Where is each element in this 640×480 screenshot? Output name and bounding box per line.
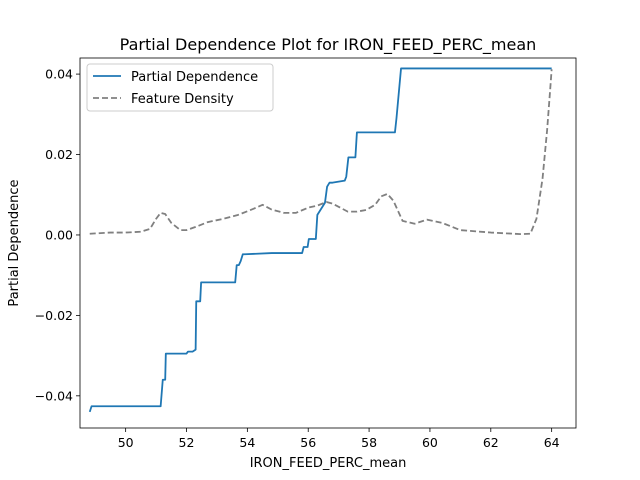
y-tick-label: 0.00 (45, 227, 73, 242)
axis-ticks: 50 52 54 56 58 60 62 64 −0.04 −0.02 0.00 0.02 0.04 (35, 67, 560, 450)
x-tick-label: 58 (361, 435, 377, 450)
x-tick-label: 64 (544, 435, 560, 450)
x-tick-label: 52 (179, 435, 195, 450)
plot-area (88, 67, 553, 413)
legend-label-feature-density: Feature Density (131, 92, 234, 107)
x-tick-label: 62 (483, 435, 499, 450)
series-line-partial-dependence (88, 67, 552, 413)
axes-frame (79, 57, 577, 429)
legend-label-partial-dependence: Partial Dependence (131, 70, 258, 85)
x-tick-label: 50 (118, 435, 134, 450)
y-axis-label: Partial Dependence (7, 179, 22, 306)
series-line-feature-density (89, 69, 553, 236)
legend-box (86, 63, 274, 112)
y-tick-label: −0.02 (35, 308, 73, 323)
y-tick-label: −0.04 (35, 388, 73, 403)
y-tick-label: 0.02 (45, 147, 73, 162)
x-axis-label: IRON_FEED_PERC_mean (250, 456, 407, 471)
x-tick-label: 56 (300, 435, 316, 450)
x-tick-label: 54 (239, 435, 255, 450)
chart-title: Partial Dependence Plot for IRON_FEED_PE… (120, 35, 537, 55)
legend: Partial Dependence Feature Density (86, 63, 274, 112)
x-tick-label: 60 (422, 435, 438, 450)
y-tick-label: 0.04 (45, 67, 73, 82)
